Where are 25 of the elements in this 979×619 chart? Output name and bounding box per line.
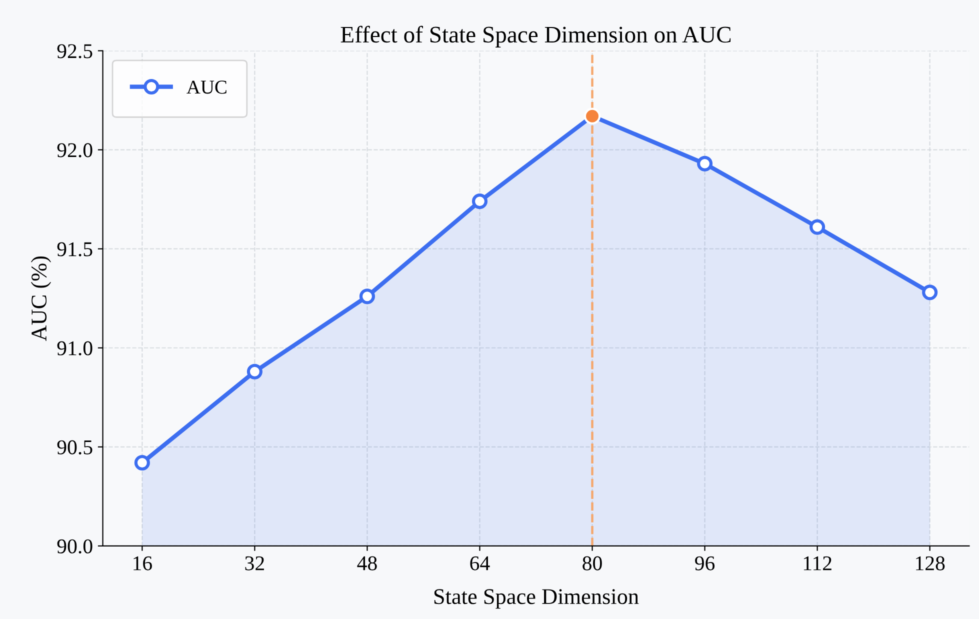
point xyxy=(246,364,262,380)
y-axis-title: AUC (%) xyxy=(30,256,52,342)
y-tick-label: 91.5 xyxy=(57,242,92,256)
y-tick-label: 92.0 xyxy=(57,143,92,158)
x-axis-title: State Space Dimension xyxy=(434,589,639,609)
y-tick-label: 90.0 xyxy=(57,539,92,554)
chart-title: Effect of State Space Dimension on AUC xyxy=(340,26,731,48)
point xyxy=(134,454,150,471)
point xyxy=(697,156,713,172)
x-tick-label: 32 xyxy=(245,556,264,570)
x-tick-label: 96 xyxy=(695,556,715,570)
x-tick-label: 112 xyxy=(804,556,832,570)
y-tick-label: 90.5 xyxy=(57,440,92,454)
y-tick-label: 91.0 xyxy=(57,341,92,356)
y-tick-label: 92.5 xyxy=(57,44,92,58)
point xyxy=(359,288,375,304)
x-tick-label: 64 xyxy=(470,556,490,570)
point xyxy=(922,284,938,300)
x-tick-label: 16 xyxy=(134,556,152,570)
point xyxy=(810,219,826,235)
legend-label: AUC xyxy=(186,80,226,94)
point xyxy=(472,194,488,210)
x-tick-label: 128 xyxy=(916,556,945,570)
x-tick-label: 80 xyxy=(582,556,602,570)
x-tick-label: 48 xyxy=(357,556,377,570)
